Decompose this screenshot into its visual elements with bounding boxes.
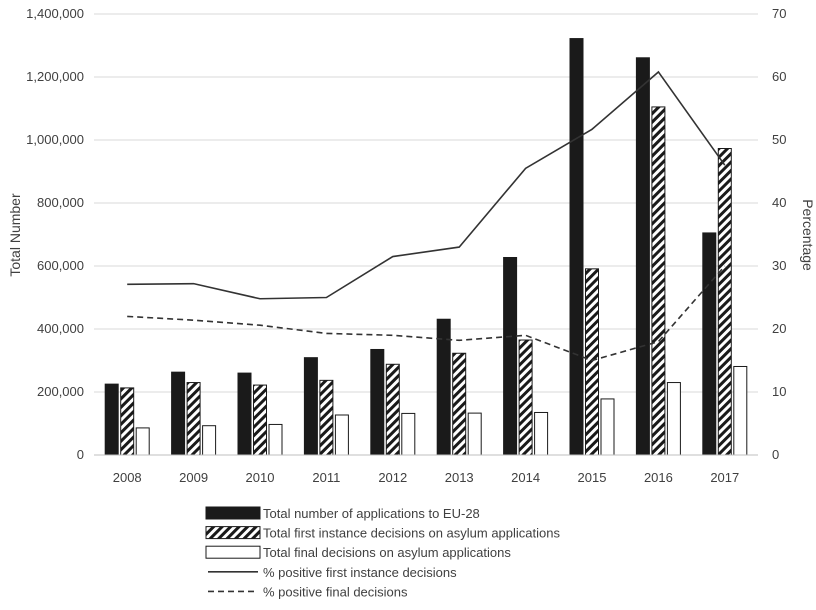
y-tick-label-left: 1,000,000 (26, 132, 84, 147)
y-axis-title-left: Total Number (7, 193, 23, 277)
y-tick-label-left: 800,000 (37, 195, 84, 210)
y-tick-label-right: 0 (772, 447, 779, 462)
gridlines (94, 13, 758, 456)
bar-hatched-2017 (717, 148, 732, 456)
y-tick-label-right: 20 (772, 321, 786, 336)
bar-empty-2011 (334, 414, 349, 456)
y-tick-label-right: 50 (772, 132, 786, 147)
bar-hatched-2012 (385, 363, 400, 456)
bar-hatched-2015 (585, 268, 599, 456)
x-tick-label: 2015 (578, 470, 607, 485)
bar-hatched-2014 (518, 339, 533, 456)
y-tick-label-right: 60 (772, 69, 786, 84)
bar-solid-2017 (702, 232, 717, 456)
y-tick-label-right: 40 (772, 195, 786, 210)
bar-solid-2009 (171, 371, 186, 456)
axes: 0 0 200,000 10 400,000 20 600,000 30 800,000 40 1,… (26, 6, 786, 485)
bar-hatched-2011 (319, 379, 334, 456)
y-tick-label-left: 200,000 (37, 384, 84, 399)
y-tick-label-left: 1,200,000 (26, 69, 84, 84)
line-dashed-series (127, 265, 726, 362)
bar-solid-2008 (104, 383, 119, 456)
x-tick-label: 2013 (445, 470, 474, 485)
x-tick-label: 2016 (644, 470, 673, 485)
y-tick-label-left: 0 (77, 447, 84, 462)
legend-label: Total final decisions on asylum applicat… (263, 545, 511, 560)
legend: Total number of applications to EU-28 Tot… (205, 506, 560, 599)
legend-label: % positive final decisions (263, 584, 408, 599)
y-axis-title-right: Percentage (800, 199, 816, 271)
legend-swatch-hatched (205, 526, 261, 540)
x-tick-label: 2017 (710, 470, 739, 485)
bars (104, 38, 748, 456)
bar-solid-2011 (303, 357, 318, 456)
legend-label: Total first instance decisions on asylum… (263, 526, 560, 541)
bar-hatched-2010 (253, 384, 267, 456)
bar-empty-2016 (666, 382, 681, 456)
bar-empty-2015 (600, 398, 615, 456)
bar-hatched-2009 (186, 382, 201, 456)
x-tick-label: 2009 (179, 470, 208, 485)
bar-solid-2015 (569, 38, 584, 456)
bar-empty-2008 (135, 427, 150, 456)
x-tick-label: 2012 (378, 470, 407, 485)
bar-solid-2010 (237, 372, 252, 456)
legend-swatch-empty (205, 545, 261, 559)
bar-hatched-2016 (651, 106, 666, 456)
bar-empty-2012 (401, 412, 416, 456)
lines (127, 70, 726, 362)
bar-solid-2016 (635, 57, 650, 456)
bar-solid-2012 (370, 348, 385, 456)
bar-empty-2014 (534, 411, 549, 456)
bar-solid-2014 (503, 256, 518, 456)
line-solid-series (127, 70, 726, 300)
bar-hatched-2008 (120, 387, 135, 456)
bar-hatched-2013 (452, 352, 467, 456)
y-tick-label-left: 600,000 (37, 258, 84, 273)
y-tick-label-right: 70 (772, 6, 786, 21)
x-tick-label: 2010 (246, 470, 275, 485)
bar-empty-2017 (733, 365, 748, 456)
bar-empty-2009 (202, 425, 217, 456)
y-tick-label-right: 30 (772, 258, 786, 273)
x-tick-label: 2014 (511, 470, 540, 485)
bar-empty-2013 (467, 412, 482, 456)
y-tick-label-right: 10 (772, 384, 786, 399)
legend-swatch-solid (205, 506, 261, 520)
x-tick-label: 2011 (312, 470, 340, 485)
y-tick-label-left: 1,400,000 (26, 6, 84, 21)
x-tick-label: 2008 (113, 470, 142, 485)
y-tick-label-left: 400,000 (37, 321, 84, 336)
bar-empty-2010 (268, 423, 283, 456)
legend-label: % positive first instance decisions (263, 565, 457, 580)
legend-label: Total number of applications to EU-28 (263, 506, 480, 521)
